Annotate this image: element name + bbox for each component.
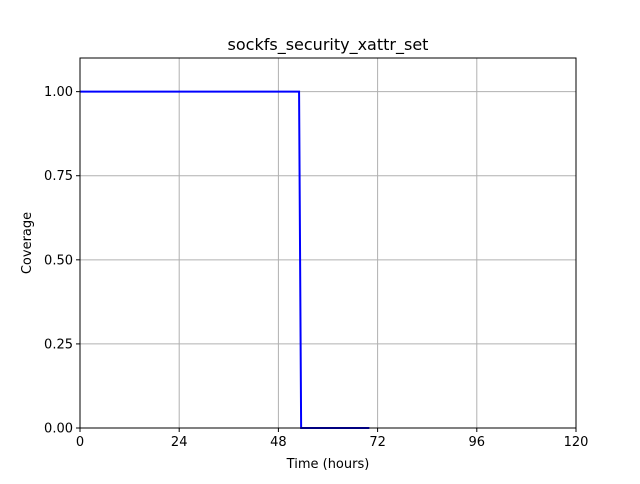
x-tick-label: 72 [369,435,386,450]
x-tick-label: 48 [270,435,287,450]
tick-layer: 0 24 48 72 96 120 0.00 0.25 0.50 0.75 1.00 [44,85,588,450]
y-tick-label: 1.00 [44,85,73,100]
x-tick-label: 96 [469,435,486,450]
y-axis-label: Coverage [20,212,35,274]
x-tick-label: 0 [76,435,84,450]
y-tick-label: 0.00 [44,422,73,437]
y-tick-label: 0.25 [44,337,73,352]
y-tick-label: 0.75 [44,169,73,184]
grid-layer [79,58,577,429]
x-tick-label: 120 [564,435,589,450]
x-axis-label: Time (hours) [286,457,370,472]
plot-frame [79,57,577,429]
y-tick-label: 0.50 [44,253,73,268]
x-tick-label: 24 [171,435,188,450]
chart-title: sockfs_security_xattr_set [228,35,429,55]
